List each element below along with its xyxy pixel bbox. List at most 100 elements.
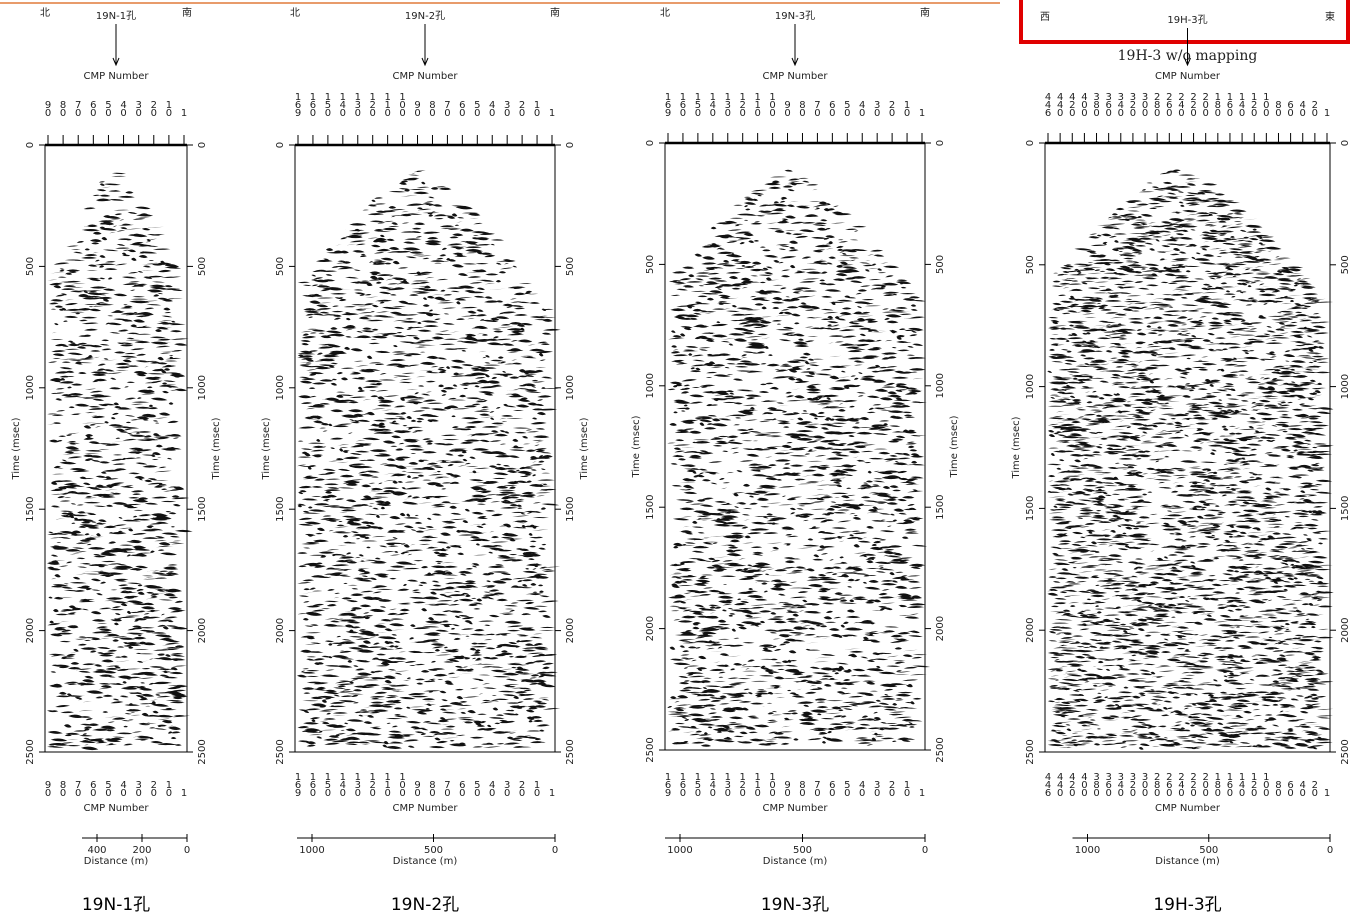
direction-right: 南 (182, 6, 192, 19)
time-tick-label: 500 (275, 257, 286, 276)
highlight-box (1019, 0, 1350, 44)
distance-tick-label: 0 (1327, 845, 1333, 856)
time-axis-title: Time (msec) (1011, 416, 1022, 479)
cmp-label-top: 1 (919, 108, 925, 119)
time-tick-label: 1500 (935, 494, 946, 519)
time-tick-label: 2500 (197, 739, 208, 764)
time-tick-label: 2000 (1025, 617, 1036, 642)
distance-tick-label: 1000 (299, 845, 324, 856)
panel-caption: 19N-3孔 (761, 895, 829, 915)
time-tick-label: 1500 (25, 496, 36, 521)
cmp-title-bottom: CMP Number (1155, 803, 1221, 814)
seismic-texture (47, 169, 1335, 751)
cmp-title-top: CMP Number (84, 71, 150, 82)
cmp-label-bottom: 1 (919, 788, 925, 799)
distance-axis-title: Distance (m) (1155, 856, 1220, 867)
cmp-title-bottom: CMP Number (763, 803, 829, 814)
cmp-title-bottom: CMP Number (84, 803, 150, 814)
time-tick-label: 2500 (275, 739, 286, 764)
arrow-head (112, 57, 120, 67)
seismic-reflections (297, 170, 561, 750)
direction-left: 北 (40, 7, 50, 19)
hole-label: 19H-3孔 (1167, 14, 1207, 26)
panel-caption: 19N-1孔 (82, 895, 150, 915)
time-tick-label: 0 (565, 142, 576, 148)
time-tick-label: 2500 (565, 739, 576, 764)
distance-tick-label: 500 (424, 845, 443, 856)
time-axis-title: Time (msec) (631, 415, 642, 478)
time-tick-label: 2500 (935, 737, 946, 762)
distance-tick-label: 500 (793, 845, 812, 856)
panel-caption: 19H-3孔 (1153, 895, 1221, 915)
time-tick-label: 1000 (935, 373, 946, 398)
time-tick-label: 1500 (197, 496, 208, 521)
cmp-label-bottom: 1 (1324, 788, 1330, 799)
cmp-label-top: 1 (181, 108, 187, 119)
cmp-title-bottom: CMP Number (393, 803, 459, 814)
distance-tick-label: 0 (922, 845, 928, 856)
time-tick-label: 1000 (645, 373, 656, 398)
